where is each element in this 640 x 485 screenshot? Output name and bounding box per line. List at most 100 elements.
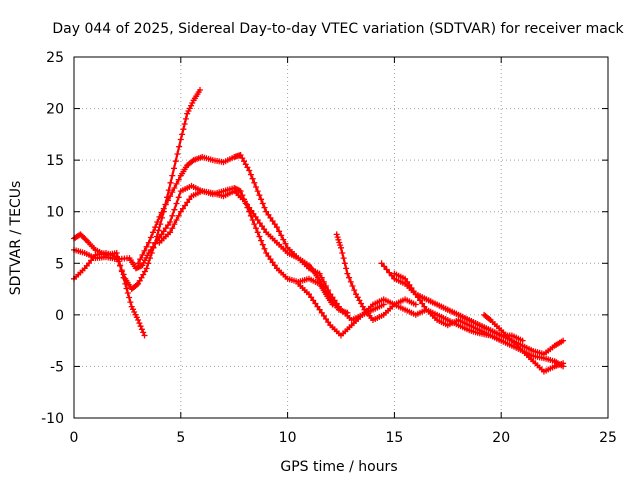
data-point-marker	[188, 102, 195, 109]
data-point-marker	[143, 243, 150, 250]
data-point-marker	[486, 316, 493, 322]
data-point-marker	[138, 274, 145, 281]
series-track-11	[481, 311, 567, 375]
data-point-marker	[135, 317, 142, 323]
data-point-marker	[135, 280, 142, 287]
data-point-marker	[273, 224, 280, 231]
data-point-marker	[256, 220, 263, 227]
data-point-marker	[158, 209, 165, 216]
data-point-marker	[135, 260, 142, 267]
data-point-marker	[254, 188, 261, 195]
data-point-marker	[386, 269, 393, 276]
data-point-marker	[259, 200, 266, 207]
data-point-marker	[173, 200, 180, 207]
data-point-marker	[180, 126, 187, 133]
data-point-marker	[171, 206, 178, 213]
data-point-marker	[169, 172, 176, 179]
data-point-marker	[171, 185, 178, 191]
y-tick-label: 25	[46, 50, 64, 66]
data-point-marker	[254, 229, 261, 236]
data-point-marker	[333, 231, 340, 238]
data-point-marker	[186, 105, 193, 112]
data-point-marker	[421, 303, 428, 310]
data-point-marker	[124, 290, 131, 296]
data-point-marker	[136, 320, 143, 327]
data-point-marker	[171, 165, 177, 172]
data-point-marker	[237, 152, 244, 158]
data-point-marker	[329, 294, 336, 301]
data-point-marker	[254, 217, 261, 223]
data-point-marker	[380, 301, 387, 308]
data-point-marker	[316, 306, 323, 313]
data-point-marker	[312, 300, 319, 307]
data-point-marker	[340, 255, 347, 262]
data-point-marker	[349, 283, 356, 289]
y-axis-label: SDTVAR / TECUs	[8, 181, 24, 296]
data-point-marker	[258, 196, 265, 203]
data-point-marker	[160, 205, 167, 212]
data-point-marker	[239, 155, 246, 162]
data-point-marker	[271, 262, 278, 269]
data-point-marker	[334, 234, 341, 241]
data-point-marker	[171, 221, 178, 228]
data-point-marker	[165, 222, 171, 229]
data-point-marker	[519, 337, 526, 344]
y-tick-label: -10	[41, 411, 64, 427]
data-point-marker	[378, 260, 385, 267]
data-point-marker	[143, 265, 150, 272]
data-point-marker	[165, 187, 172, 194]
data-point-marker	[381, 263, 388, 270]
data-point-marker	[152, 224, 159, 231]
data-point-marker	[560, 337, 567, 344]
data-point-marker	[408, 285, 415, 291]
data-point-marker	[244, 201, 250, 208]
data-point-marker	[331, 297, 338, 304]
data-point-marker	[169, 212, 176, 219]
data-point-marker	[306, 291, 312, 298]
x-tick-label: 25	[599, 430, 617, 446]
data-point-marker	[402, 275, 409, 282]
data-point-marker	[263, 208, 270, 215]
data-point-marker	[356, 297, 363, 304]
data-point-marker	[184, 110, 191, 117]
data-point-marker	[419, 300, 426, 307]
data-point-marker	[271, 221, 278, 228]
data-point-marker	[253, 225, 259, 232]
data-point-marker	[128, 303, 135, 310]
data-point-marker	[269, 218, 276, 224]
data-point-marker	[338, 244, 344, 251]
data-point-marker	[173, 217, 180, 223]
data-point-marker	[160, 228, 167, 235]
data-point-marker	[179, 205, 186, 212]
data-point-marker	[351, 287, 358, 294]
data-point-marker	[335, 236, 342, 243]
data-point-marker	[282, 240, 289, 247]
data-point-marker	[167, 193, 174, 200]
data-point-marker	[251, 221, 258, 228]
data-point-marker	[137, 256, 144, 263]
data-point-marker	[323, 283, 329, 289]
data-point-marker	[175, 176, 182, 183]
data-point-marker	[182, 115, 189, 122]
data-point-marker	[141, 332, 148, 339]
data-point-marker	[162, 201, 169, 208]
data-point-marker	[318, 274, 325, 281]
data-point-marker	[127, 299, 134, 306]
data-point-marker	[316, 270, 323, 277]
chart-title: Day 044 of 2025, Sidereal Day-to-day VTE…	[52, 21, 624, 37]
data-point-marker	[258, 237, 265, 244]
data-point-marker	[252, 213, 259, 220]
data-point-marker	[253, 184, 259, 190]
data-point-marker	[130, 306, 136, 313]
data-point-marker	[175, 194, 182, 201]
data-point-marker	[267, 214, 274, 221]
data-point-marker	[162, 225, 169, 232]
data-point-marker	[189, 100, 196, 106]
data-point-marker	[141, 268, 148, 275]
series-track-10	[412, 291, 526, 344]
data-point-marker	[242, 161, 249, 168]
data-point-marker	[123, 285, 130, 292]
x-tick-label: 5	[176, 430, 185, 446]
data-point-marker	[333, 300, 340, 307]
data-point-marker	[278, 232, 285, 239]
